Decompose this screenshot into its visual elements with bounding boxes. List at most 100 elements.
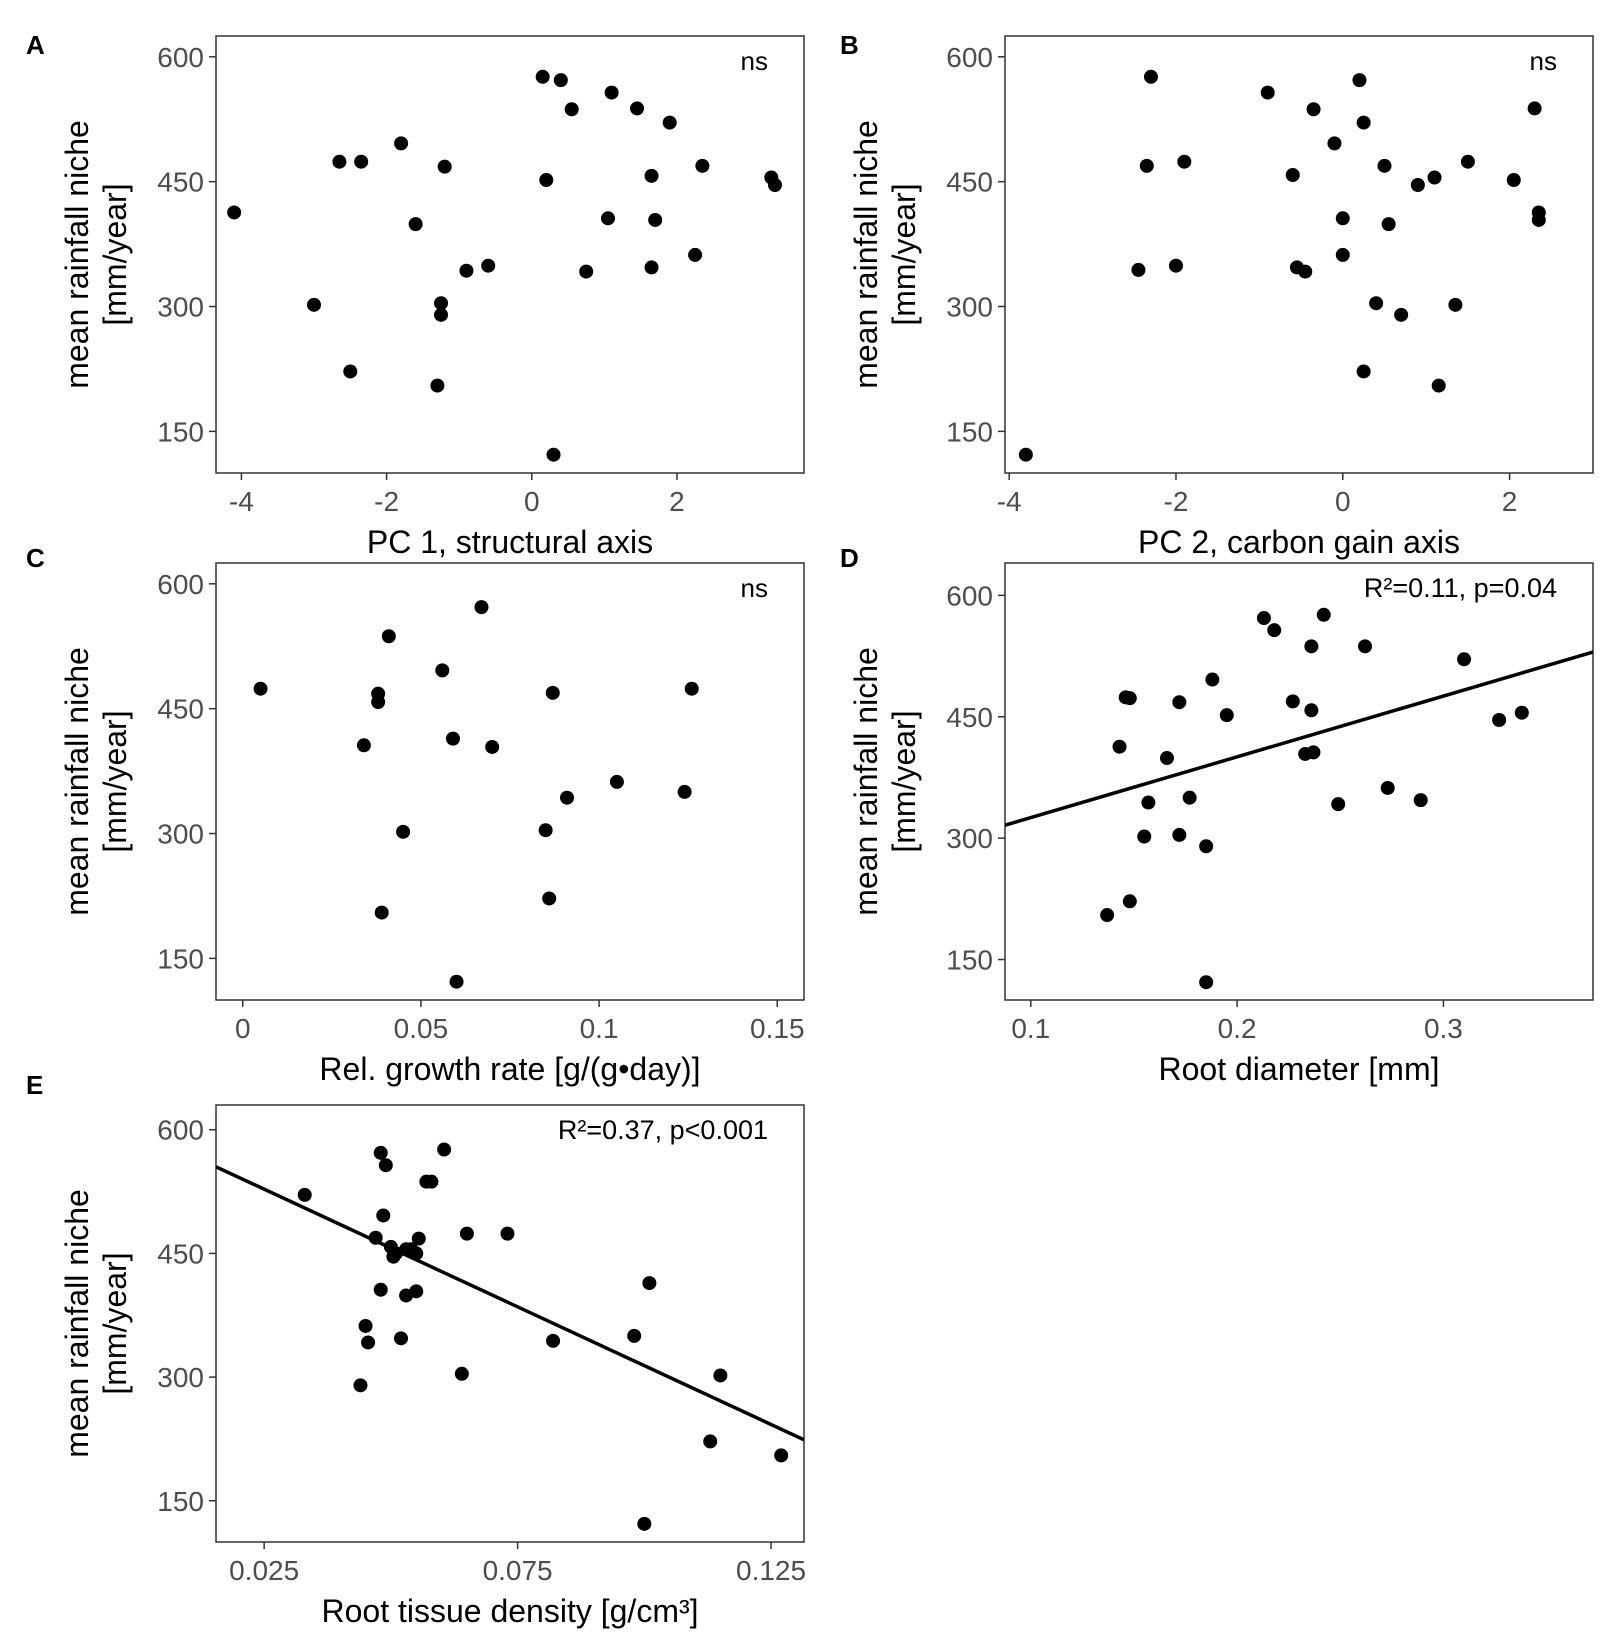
y-tick-label: 300 [946, 823, 993, 854]
stats-annotation: ns [741, 46, 768, 76]
data-point [430, 378, 445, 393]
stats-annotation: ns [741, 573, 768, 603]
data-point [1531, 212, 1546, 227]
x-axis-title: PC 1, structural axis [367, 524, 653, 560]
y-tick-label: 300 [946, 292, 993, 323]
data-point [227, 205, 242, 220]
data-point [1381, 217, 1396, 232]
data-point [1141, 795, 1156, 810]
y-tick-label: 450 [157, 694, 204, 725]
data-point [579, 264, 594, 279]
panel-label-c: C [26, 543, 45, 573]
data-point [1182, 790, 1197, 805]
data-point [1304, 703, 1319, 718]
plot-frame [215, 1104, 805, 1543]
data-point [1356, 364, 1371, 379]
data-point [553, 73, 568, 88]
data-point [371, 695, 386, 710]
data-point [677, 784, 692, 799]
x-tick-label: 2 [1502, 486, 1518, 517]
data-point [434, 307, 449, 322]
y-tick-label: 150 [946, 945, 993, 976]
data-point [564, 102, 579, 117]
data-point [361, 1335, 376, 1350]
stats-annotation: R²=0.37, p<0.001 [558, 1115, 768, 1145]
data-point [1431, 378, 1446, 393]
data-point [695, 158, 710, 173]
data-point [1100, 908, 1115, 923]
x-tick-label: 2 [669, 486, 685, 517]
data-point [1358, 639, 1373, 654]
data-point [459, 263, 474, 278]
data-point [662, 115, 677, 130]
data-point [684, 681, 699, 696]
panel-b: B 150 300 450 600 -4 -2 0 2 PC 2, carbon gain axi… [840, 30, 1594, 560]
data-point [1122, 894, 1137, 909]
y-axis-title-line: [mm/year] [886, 710, 922, 852]
data-point [703, 1434, 718, 1449]
y-axis-title-line: mean rainfall niche [59, 647, 95, 916]
y-tick-label: 600 [946, 580, 993, 611]
y-tick-label: 150 [157, 1486, 204, 1517]
data-point [297, 1187, 312, 1202]
data-point [500, 1226, 515, 1241]
data-point [1377, 158, 1392, 173]
y-tick-label: 150 [157, 943, 204, 974]
data-point [1460, 154, 1475, 169]
data-point [1131, 262, 1146, 277]
x-tick-label: 0.125 [736, 1555, 806, 1586]
data-point [374, 905, 389, 920]
data-point [538, 823, 553, 838]
data-point [630, 101, 645, 116]
data-point [1380, 780, 1395, 795]
data-point [546, 1333, 561, 1348]
y-axis-title-line: [mm/year] [886, 183, 922, 325]
data-point [644, 168, 659, 183]
y-tick-label: 450 [946, 702, 993, 733]
y-tick-label: 600 [946, 42, 993, 73]
plot-area [1005, 607, 1593, 990]
y-tick-label: 300 [157, 819, 204, 850]
data-point [767, 177, 782, 192]
panel-e: E 150 300 450 600 0.025 0.075 0.125 Root tissue … [26, 1070, 806, 1629]
panel-label-d: D [840, 543, 859, 573]
data-point [1285, 168, 1300, 183]
data-point [1267, 623, 1282, 638]
data-point [376, 1208, 391, 1223]
x-tick-label: -4 [229, 486, 254, 517]
y-tick-label: 300 [157, 1362, 204, 1393]
data-point [546, 447, 561, 462]
data-point [1177, 154, 1192, 169]
y-axis-title-line: [mm/year] [97, 183, 133, 325]
data-point [394, 1331, 409, 1346]
data-point [713, 1368, 728, 1383]
y-tick-label: 600 [157, 569, 204, 600]
plot-frame [215, 562, 805, 1001]
data-point [396, 824, 411, 839]
data-point [1356, 115, 1371, 130]
y-axis-title-line: mean rainfall niche [59, 120, 95, 389]
data-point [1410, 177, 1425, 192]
plot-area [1018, 69, 1546, 462]
x-axis-title: PC 2, carbon gain axis [1138, 524, 1460, 560]
data-point [637, 1516, 652, 1531]
data-point [1137, 829, 1152, 844]
x-tick-label: 0.1 [580, 1013, 619, 1044]
data-point [1369, 296, 1384, 311]
data-point [409, 1284, 424, 1299]
data-point [378, 1158, 393, 1173]
data-point [604, 85, 619, 100]
panel-label-b: B [840, 30, 859, 60]
plot-frame [1004, 562, 1594, 1001]
data-point [774, 1448, 789, 1463]
data-point [1199, 839, 1214, 854]
data-point [445, 731, 460, 746]
data-point [1527, 101, 1542, 116]
data-point [1306, 102, 1321, 117]
x-tick-label: 0.2 [1218, 1013, 1257, 1044]
data-point [411, 1231, 426, 1246]
stats-annotation: R²=0.11, p=0.04 [1364, 573, 1557, 603]
y-axis-title-line: mean rainfall niche [848, 647, 884, 916]
x-axis-title: Root diameter [mm] [1159, 1051, 1440, 1087]
data-point [1139, 158, 1154, 173]
